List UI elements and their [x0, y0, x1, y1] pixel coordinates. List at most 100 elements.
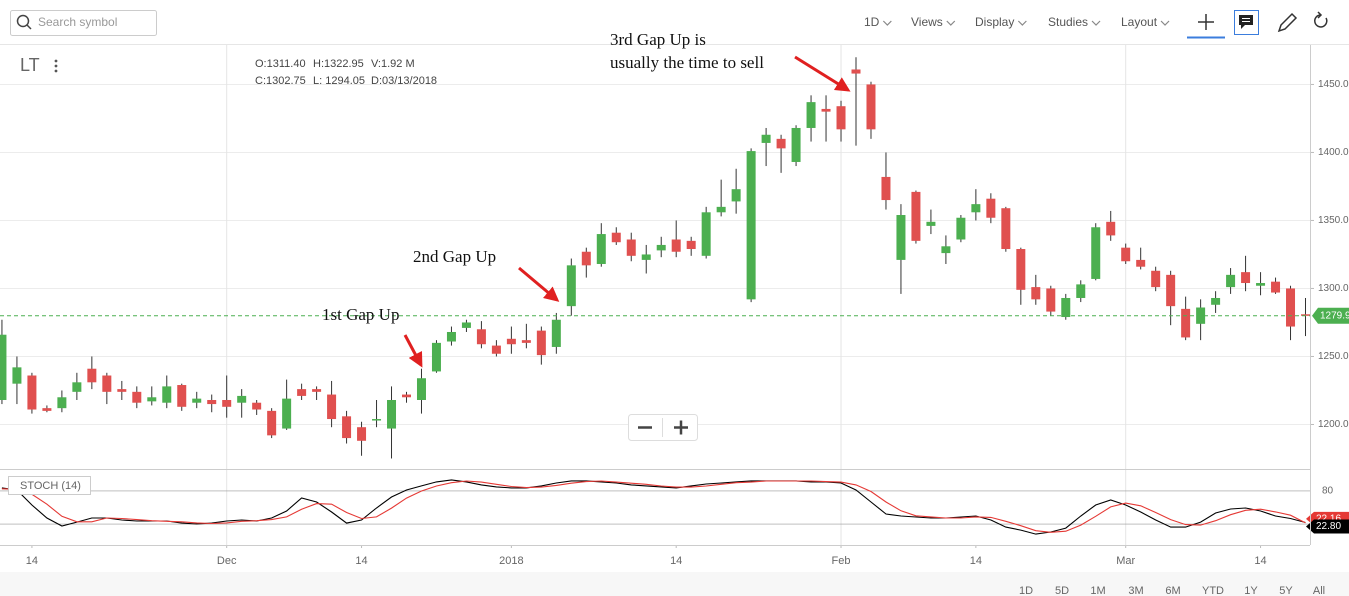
candle-body: [851, 69, 861, 74]
candle-body: [1046, 288, 1056, 312]
range-button[interactable]: YTD: [1202, 585, 1224, 596]
candle-body: [72, 382, 82, 392]
ohlc-value: D:03/13/2018: [371, 75, 437, 87]
candle-body: [506, 338, 516, 345]
menu-item[interactable]: Layout: [1121, 15, 1158, 29]
x-tick-label: 14: [1254, 555, 1266, 567]
y-tick-label: 1250.0: [1318, 351, 1349, 362]
candle-body: [1181, 308, 1191, 338]
candle-body: [147, 397, 157, 402]
x-tick-label: 14: [970, 555, 982, 567]
x-tick-label: 14: [26, 555, 38, 567]
candle-body: [1301, 314, 1311, 316]
candle-body: [986, 198, 996, 218]
stoch-line: [1, 479, 1306, 535]
candle-body: [941, 246, 951, 254]
candle-body: [12, 367, 22, 384]
candle-body: [222, 399, 232, 407]
y-tick-label: 1300.0: [1318, 283, 1349, 294]
range-button[interactable]: 1D: [1019, 585, 1033, 596]
menu-chevron: [946, 20, 956, 26]
last-value-tag: [1306, 519, 1349, 534]
candle-body: [596, 234, 606, 264]
candle-body: [237, 395, 247, 403]
candle-body: [716, 206, 726, 213]
comment-button[interactable]: [1234, 10, 1259, 35]
candle-body: [746, 151, 756, 300]
candle-body: [1286, 288, 1296, 327]
candle-body: [117, 389, 127, 392]
symbol-menu[interactable]: [54, 64, 58, 68]
candle-body: [87, 368, 97, 383]
menu-item[interactable]: Display: [975, 15, 1014, 29]
candle-body: [282, 398, 292, 429]
annotation-arrow: [403, 334, 423, 368]
y-tick-label: 80: [1322, 486, 1334, 497]
toolbar: [0, 0, 1349, 44]
candle-body: [1121, 247, 1131, 262]
candle-body: [1001, 208, 1011, 250]
candle-body: [971, 204, 981, 213]
candle-body: [192, 398, 202, 403]
candle-body: [162, 386, 172, 403]
candle-body: [611, 232, 621, 243]
candle-body: [536, 330, 546, 356]
annotation: 2nd Gap Up: [413, 247, 496, 266]
candle-body: [1241, 272, 1251, 284]
candle-body: [1151, 270, 1161, 288]
menu-item[interactable]: 1D: [864, 15, 880, 29]
x-tick-label: 14: [355, 555, 367, 567]
search-box[interactable]: [10, 10, 157, 36]
x-tick-label: 2018: [499, 555, 523, 567]
candle-body: [761, 134, 771, 143]
candle-body: [911, 191, 921, 241]
range-button[interactable]: 1M: [1090, 585, 1105, 596]
annotation-arrow: [794, 55, 851, 92]
y-tick-label: 1400.0: [1318, 147, 1349, 158]
x-tick-label: Mar: [1116, 555, 1135, 567]
candle-body: [402, 394, 412, 398]
range-button[interactable]: All: [1313, 585, 1325, 596]
last-value-label: 22.16: [1316, 513, 1341, 524]
candle-body: [791, 127, 801, 162]
candle-body: [0, 334, 7, 400]
candle-body: [461, 322, 471, 328]
candle-body: [387, 399, 397, 429]
candle-body: [1256, 283, 1266, 286]
candle-body: [446, 331, 456, 342]
candle-body: [551, 319, 561, 347]
candle-body: [656, 244, 666, 251]
symbol: LT: [20, 55, 40, 75]
last-value-label: 22.80: [1316, 521, 1341, 532]
symbol-menu[interactable]: [54, 59, 58, 63]
candle-body: [1091, 227, 1101, 279]
menu-item[interactable]: Views: [911, 15, 943, 29]
range-button[interactable]: 5D: [1055, 585, 1069, 596]
range-button[interactable]: 1Y: [1244, 585, 1258, 596]
ohlc-value: L: 1294.05: [313, 75, 365, 87]
range-button[interactable]: 6M: [1165, 585, 1180, 596]
candle-body: [27, 375, 37, 410]
stoch-line: [1, 480, 1306, 533]
candle-body: [581, 251, 591, 266]
reset-icon[interactable]: [1314, 14, 1328, 28]
candle-body: [896, 215, 906, 260]
candle-body: [42, 408, 52, 411]
study-label-box[interactable]: [8, 476, 91, 495]
draw-icon[interactable]: [1277, 12, 1298, 33]
candle-body: [132, 391, 142, 403]
symbol-menu[interactable]: [54, 69, 58, 73]
candle-body: [57, 397, 67, 409]
reset-icon: [1317, 11, 1323, 19]
candle-body: [926, 221, 936, 226]
menu-item[interactable]: Studies: [1048, 15, 1088, 29]
candle-body: [521, 340, 531, 343]
candle-body: [267, 410, 277, 436]
candle-body: [1031, 287, 1041, 300]
range-button[interactable]: 5Y: [1279, 585, 1293, 596]
range-button[interactable]: 3M: [1128, 585, 1143, 596]
candle-body: [686, 240, 696, 250]
candle-body: [102, 375, 112, 392]
candle-body: [177, 385, 187, 407]
